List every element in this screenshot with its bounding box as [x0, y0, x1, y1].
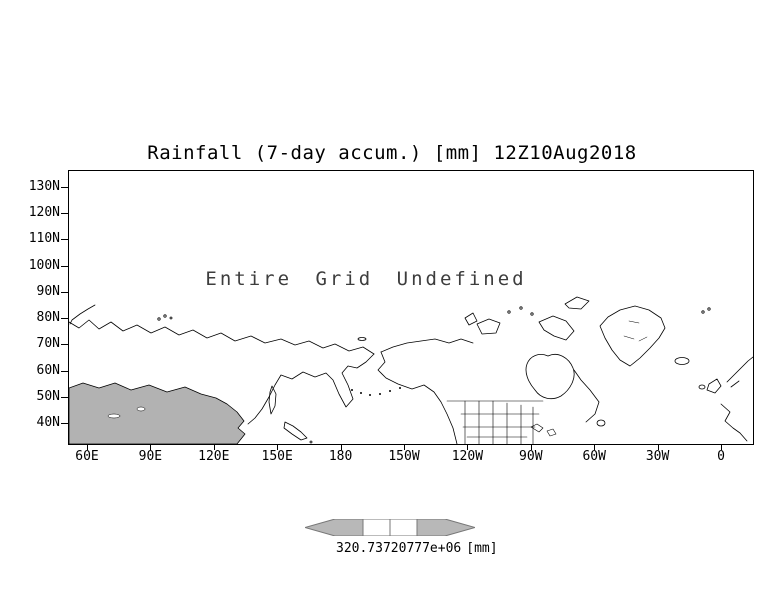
colorbar — [305, 519, 475, 536]
x-axis-tick — [658, 444, 659, 450]
y-axis-tick — [61, 423, 68, 424]
colorbar-left-arrow — [305, 519, 364, 536]
y-axis-tick — [61, 318, 68, 319]
y-axis-label: 50N — [36, 388, 60, 404]
y-axis-label: 60N — [36, 362, 60, 378]
y-axis-tick — [61, 371, 68, 372]
iceland — [674, 357, 690, 365]
asia-lake — [107, 413, 121, 419]
y-axis-label: 90N — [36, 283, 60, 299]
y-axis-tick — [61, 397, 68, 398]
canadian-arctic-islands — [464, 296, 590, 341]
x-axis-tick — [531, 444, 532, 450]
x-axis-label: 120W — [451, 449, 484, 464]
japan-islands — [283, 421, 308, 441]
y-axis-label: 100N — [28, 257, 60, 273]
british-isles — [706, 378, 722, 394]
plot-area: Entire Grid Undefined — [68, 170, 754, 445]
y-axis-label: 80N — [36, 310, 60, 326]
x-axis-tick — [467, 444, 468, 450]
y-axis-label: 40N — [36, 414, 60, 430]
west-europe-coastline — [720, 403, 748, 442]
colorbar-labels: 320.73720777e+06 [mm] — [336, 541, 498, 556]
y-axis-tick — [61, 344, 68, 345]
x-axis-tick — [594, 444, 595, 450]
x-axis-tick — [87, 444, 88, 450]
y-axis-tick — [61, 187, 68, 188]
y-axis-label: 70N — [36, 336, 60, 352]
x-axis-label: 60E — [75, 449, 99, 464]
greenland-outline — [599, 305, 666, 367]
x-axis-label: 150W — [388, 449, 420, 464]
norway-coastline — [726, 356, 753, 383]
asia-lake-2 — [136, 406, 146, 412]
y-axis-tick — [61, 292, 68, 293]
aleutian-islands — [351, 387, 401, 396]
ireland — [698, 384, 706, 390]
wrangel-island — [357, 337, 367, 341]
x-axis-label: 60W — [582, 449, 606, 464]
colorbar-value-right: 20777e+06 — [390, 541, 462, 556]
sakhalin-island — [268, 385, 277, 415]
hudson-bay-coastline — [525, 353, 575, 400]
y-axis-label: 130N — [28, 179, 60, 194]
kamchatka-okhotsk-coastline — [247, 353, 375, 425]
north-america-arctic-coastline — [380, 338, 474, 353]
x-axis-tick — [150, 444, 151, 450]
newfoundland-island — [596, 419, 606, 427]
y-axis-tick — [61, 239, 68, 240]
norway-coastline-2 — [730, 380, 740, 388]
x-axis-label: 150E — [261, 449, 293, 464]
x-axis-label: 90W — [519, 449, 543, 464]
alaska-pacific-coastline — [377, 351, 458, 444]
colorbar-right-arrow — [416, 519, 475, 536]
y-axis-label: 110N — [28, 231, 60, 247]
siberia-coastline — [69, 319, 375, 355]
x-axis-tick — [214, 444, 215, 450]
novaya-zemlya — [69, 304, 96, 325]
y-axis-tick — [61, 266, 68, 267]
x-axis-label: 30W — [645, 449, 670, 464]
svalbard-islands — [701, 307, 711, 314]
y-axis-label: 120N — [28, 205, 60, 221]
colorbar-value-left: 320.737 — [336, 541, 391, 556]
map-svg — [69, 296, 753, 444]
east-canada-coastline — [573, 369, 600, 423]
asia-shaded-landmass — [69, 382, 246, 444]
greenland-interior-marks — [623, 320, 648, 342]
great-lakes — [530, 423, 557, 437]
severnaya-zemlya-islands — [157, 314, 173, 321]
colorbar-unit: [mm] — [466, 541, 498, 556]
x-axis-tick — [404, 444, 405, 450]
x-axis-label: 90E — [138, 449, 163, 464]
x-axis-tick — [721, 444, 722, 450]
japan-small-island — [309, 440, 313, 444]
x-axis-label: 180 — [328, 449, 353, 464]
entire-grid-undefined-text: Entire Grid Undefined — [205, 268, 527, 290]
x-axis-tick — [277, 444, 278, 450]
plot-title: Rainfall (7-day accum.) [mm] 12Z10Aug201… — [147, 142, 637, 164]
x-axis-tick — [341, 444, 342, 450]
us-state-boundaries — [446, 400, 544, 444]
y-axis-tick — [61, 213, 68, 214]
x-axis-label: 0 — [717, 449, 725, 464]
x-axis-label: 120E — [198, 449, 230, 464]
